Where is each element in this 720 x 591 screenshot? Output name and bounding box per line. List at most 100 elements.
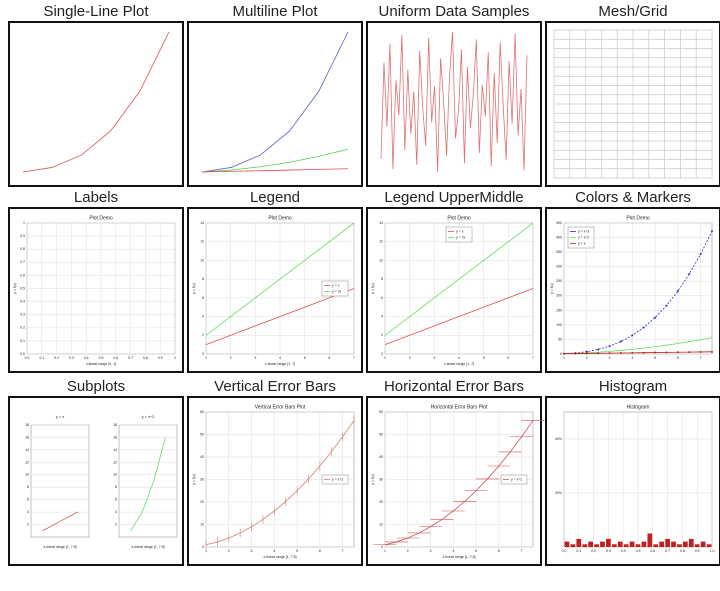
y-tick-label: 20 [200, 500, 204, 504]
x-tick-label: 6 [328, 356, 330, 360]
marker [585, 352, 588, 355]
marker [711, 350, 713, 353]
y-tick-label: 12 [113, 460, 117, 464]
marker [574, 352, 577, 355]
x-tick-label: 6 [677, 356, 679, 360]
x-tick-label: 7 [342, 549, 344, 553]
histogram-bar [606, 538, 611, 547]
histogram-bar [683, 541, 688, 547]
y-tick-label: 0 [381, 352, 383, 356]
marker [563, 352, 565, 355]
histogram-bar [582, 544, 588, 547]
x-tick-label: 6 [319, 549, 321, 553]
histogram-bar [653, 544, 659, 547]
histogram-bar [623, 544, 629, 547]
x-axis-label: x-linear range [1, 7.5] [442, 555, 475, 559]
legend-label: y = 2x [456, 235, 466, 239]
y-tick-label: 14 [113, 448, 117, 452]
legend-box [321, 474, 349, 485]
marker [711, 230, 713, 233]
x-axis-label: x-linear range [1, 7] [444, 362, 474, 366]
subplot-title: y = x [56, 414, 65, 419]
y-tick-label: 8 [381, 277, 383, 281]
y-tick-label: 8 [202, 277, 204, 281]
panel-heading: Legend [250, 189, 300, 206]
marker [631, 351, 634, 354]
series-line [205, 420, 355, 546]
y-tick-label: 10 [25, 473, 29, 477]
panel-heading: Uniform Data Samples [379, 3, 530, 20]
panel-heading: Subplots [67, 378, 125, 395]
y-tick-label: 20% [555, 491, 562, 495]
marker [654, 316, 657, 319]
y-tick-label: 0.0 [20, 352, 25, 356]
y-tick-label: 18 [113, 423, 117, 427]
x-tick-label: 0.9 [695, 549, 700, 553]
y-tick-label: 0.1 [20, 339, 25, 343]
plot-title: Plot Demo [626, 215, 650, 221]
histogram-bar [677, 544, 682, 547]
x-tick-label: 7 [521, 549, 523, 553]
marker [585, 350, 588, 353]
y-tick-label: 0.2 [20, 326, 25, 330]
y-tick-label: 10 [200, 522, 204, 526]
x-tick-label: 4 [452, 549, 454, 553]
y-tick-label: 4 [27, 510, 29, 514]
y-tick-label: 16 [113, 435, 117, 439]
legend-label: y = x^2 [332, 477, 343, 481]
y-tick-label: 10 [379, 522, 383, 526]
y-tick-label: 30 [200, 477, 204, 481]
x-tick-label: 2 [586, 356, 588, 360]
y-tick-label: 150 [556, 308, 562, 312]
x-tick-label: 7 [353, 356, 355, 360]
y-tick-label: 100 [556, 323, 562, 327]
y-tick-label: 200 [556, 294, 562, 298]
histogram-bar [647, 533, 653, 547]
marker [665, 351, 668, 354]
y-tick-label: 350 [556, 250, 562, 254]
histogram-bar [588, 541, 593, 547]
x-tick-label: 7 [532, 356, 534, 360]
histogram-bar [671, 541, 676, 547]
panel-heading: Labels [74, 189, 118, 206]
y-axis-label: y = f(x) [13, 283, 17, 294]
y-axis-label: y = f(x) [371, 283, 375, 294]
panel-heading: Vertical Error Bars [214, 378, 336, 395]
y-tick-label: 50 [200, 432, 204, 436]
y-tick-label: 0.8 [20, 247, 25, 251]
series-line [201, 168, 349, 173]
y-tick-label: 0 [202, 352, 204, 356]
y-tick-label: 12 [379, 240, 383, 244]
y-tick-label: 14 [379, 221, 383, 225]
y-tick-label: 0.3 [20, 313, 25, 317]
plot-title: Plot Demo [447, 215, 471, 221]
histogram-bar [570, 544, 576, 547]
marker [642, 326, 645, 329]
y-tick-label: 8 [115, 485, 117, 489]
x-tick-label: 5 [304, 356, 306, 360]
y-tick-label: 2 [115, 522, 117, 526]
x-tick-label: 0.0 [562, 549, 567, 553]
panel-heading: Multiline Plot [232, 3, 318, 20]
x-axis-label: x-linear range [1, 7.5] [131, 545, 164, 549]
panel-frame [8, 396, 184, 566]
histogram-bar [617, 541, 623, 547]
plot-title: Vertical Error Bars Plot [255, 404, 306, 410]
x-tick-label: 2 [228, 549, 230, 553]
x-axis-label: x-linear range [1, 7] [265, 362, 295, 366]
marker [676, 290, 679, 293]
plot-title: Horizontal Error Bars Plot [431, 404, 488, 410]
y-tick-label: 4 [115, 510, 117, 514]
x-tick-label: 1 [205, 549, 207, 553]
x-tick-label: 1 [384, 356, 386, 360]
x-tick-label: 0.2 [54, 356, 59, 360]
marker [619, 340, 622, 343]
x-tick-label: 0.6 [113, 356, 118, 360]
histogram-bar [635, 544, 641, 547]
panel-heading: Colors & Markers [575, 189, 691, 206]
marker [597, 348, 600, 351]
y-tick-label: 4 [202, 314, 204, 318]
legend-label: y = x [332, 283, 340, 287]
panel-heading: Single-Line Plot [43, 3, 149, 20]
